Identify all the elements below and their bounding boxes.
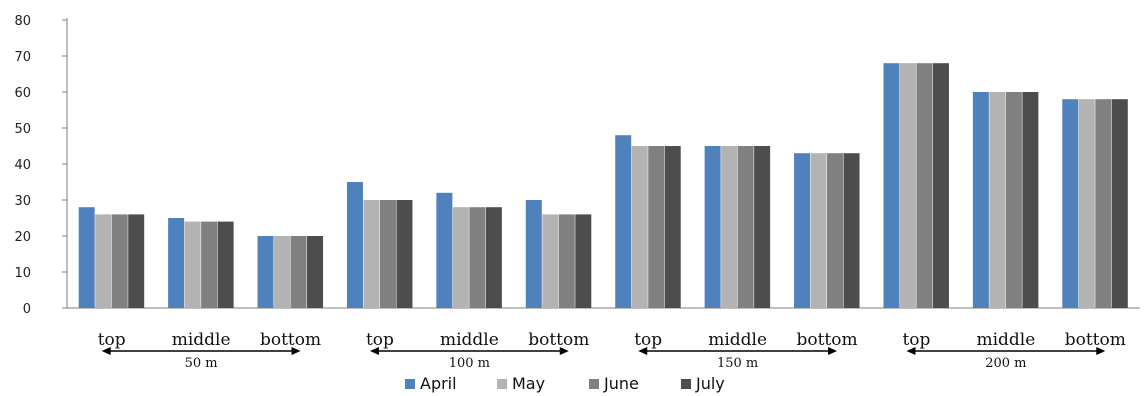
category-label-middle: middle	[976, 330, 1035, 350]
bar-june-8	[827, 153, 844, 308]
bar-april-1	[168, 218, 185, 308]
bar-july-11	[1111, 99, 1128, 308]
bar-may-8	[810, 153, 827, 308]
bar-may-7	[721, 146, 738, 308]
depth-groups: 50 m 100 m 150 m 200 m	[101, 347, 1106, 371]
bar-may-2	[274, 236, 291, 308]
bar-july-1	[217, 221, 234, 308]
bar-july-0	[128, 214, 145, 308]
bar-may-3	[363, 200, 380, 308]
bar-july-4	[485, 207, 502, 308]
bar-april-8	[794, 153, 811, 308]
bar-june-7	[737, 146, 754, 308]
category-label-bottom: bottom	[528, 330, 589, 350]
legend-swatch-july	[681, 379, 691, 389]
bar-april-6	[615, 135, 632, 308]
bar-may-0	[95, 214, 112, 308]
group-label: 100 m	[449, 356, 490, 371]
y-tick-label: 50	[14, 122, 31, 137]
category-label-bottom: bottom	[1065, 330, 1126, 350]
group-arrow-head-right	[559, 347, 569, 355]
legend-swatch-april	[405, 379, 415, 389]
legend-label-july: July	[695, 374, 725, 393]
category-labels: top middle bottom top middle bottom top middle b…	[98, 330, 1126, 350]
category-label-top: top	[98, 330, 126, 350]
legend: April May June July	[405, 374, 725, 393]
bar-june-0	[111, 214, 128, 308]
bar-july-8	[843, 153, 860, 308]
y-tick-label: 30	[14, 194, 31, 209]
bar-april-3	[346, 182, 363, 308]
group-arrow-head-right	[828, 347, 838, 355]
bar-july-9	[932, 63, 949, 309]
bar-may-9	[899, 63, 916, 309]
group-arrow-head-right	[291, 347, 301, 355]
bar-july-6	[664, 146, 681, 308]
category-label-middle: middle	[440, 330, 499, 350]
group-arrow-head-right	[1096, 347, 1106, 355]
bar-june-1	[201, 221, 218, 308]
y-tick-label: 60	[14, 86, 31, 101]
group-label: 150 m	[717, 356, 758, 371]
bar-june-5	[558, 214, 575, 308]
bar-april-4	[436, 192, 453, 308]
category-label-top: top	[902, 330, 930, 350]
y-tick-label: 40	[14, 158, 31, 173]
bar-june-10	[1005, 92, 1022, 308]
bar-may-1	[184, 221, 201, 308]
category-label-bottom: bottom	[260, 330, 321, 350]
y-tick-label: 20	[14, 230, 31, 245]
bar-may-11	[1078, 99, 1095, 308]
bar-may-4	[452, 207, 469, 308]
legend-label-april: April	[420, 374, 457, 393]
group-label: 200 m	[985, 356, 1026, 371]
category-label-top: top	[634, 330, 662, 350]
bar-april-10	[972, 92, 989, 308]
y-tick-label: 70	[14, 50, 31, 65]
group-arrow-head-left	[101, 347, 111, 355]
bar-june-3	[379, 200, 396, 308]
group-label: 50 m	[185, 356, 218, 371]
bar-may-6	[631, 146, 648, 308]
category-label-bottom: bottom	[796, 330, 857, 350]
category-label-top: top	[366, 330, 394, 350]
bar-july-7	[754, 146, 771, 308]
bar-april-5	[525, 200, 542, 308]
bar-april-11	[1062, 99, 1079, 308]
legend-swatch-june	[589, 379, 599, 389]
bar-july-3	[396, 200, 413, 308]
bar-april-7	[704, 146, 721, 308]
group-arrow-head-left	[906, 347, 916, 355]
bar-april-0	[78, 207, 95, 308]
bar-june-11	[1095, 99, 1112, 308]
bar-july-2	[307, 236, 324, 308]
legend-label-june: June	[603, 374, 639, 393]
bar-june-4	[469, 207, 486, 308]
bar-june-9	[916, 63, 933, 309]
bar-june-2	[290, 236, 307, 308]
y-tick-label: 0	[23, 302, 31, 317]
legend-label-may: May	[512, 374, 545, 393]
y-tick-label: 10	[14, 266, 31, 281]
bar-may-10	[989, 92, 1006, 308]
bar-july-5	[575, 214, 592, 308]
category-label-middle: middle	[708, 330, 767, 350]
bar-june-6	[648, 146, 665, 308]
bar-july-10	[1022, 92, 1039, 308]
y-tick-label: 80	[14, 14, 31, 29]
y-axis: 0 10 20 30 40 50 60 70 80	[14, 14, 68, 317]
bar-april-9	[883, 63, 900, 309]
group-arrow-head-left	[638, 347, 648, 355]
bars	[78, 63, 1128, 309]
bar-april-2	[257, 236, 274, 308]
category-label-middle: middle	[172, 330, 231, 350]
legend-swatch-may	[497, 379, 507, 389]
bar-may-5	[542, 214, 559, 308]
group-arrow-head-left	[369, 347, 379, 355]
